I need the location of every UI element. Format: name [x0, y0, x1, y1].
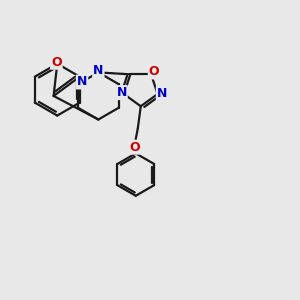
Text: O: O	[149, 65, 159, 78]
Text: N: N	[157, 87, 167, 100]
Text: N: N	[77, 76, 87, 88]
Text: N: N	[93, 64, 103, 77]
Text: O: O	[51, 56, 62, 69]
Text: N: N	[116, 86, 127, 99]
Text: O: O	[129, 141, 140, 154]
